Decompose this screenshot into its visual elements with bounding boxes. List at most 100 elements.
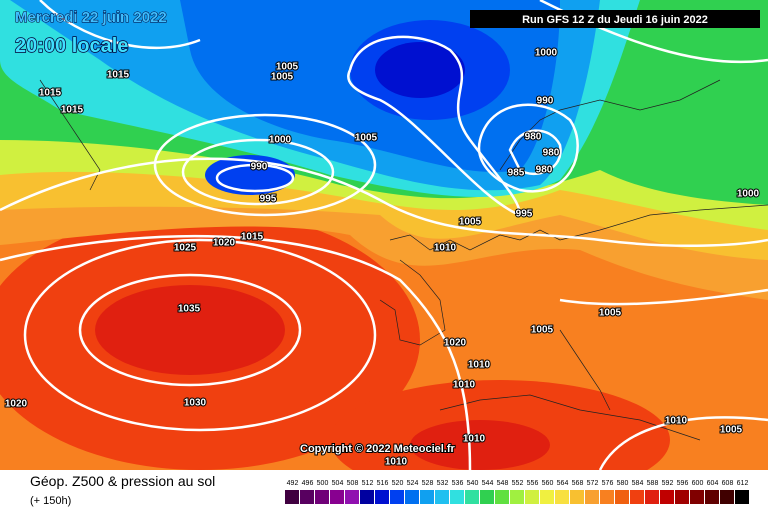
isobar-label: 1005: [276, 62, 299, 73]
legend-cell: [330, 490, 344, 504]
isobar-label: 1005: [531, 325, 554, 336]
legend-cell: [600, 490, 614, 504]
isobar-label: 1020: [213, 238, 236, 249]
legend-cell: [735, 490, 749, 504]
valid-time: 20:00 locale: [15, 35, 128, 57]
legend-cell: [525, 490, 539, 504]
isobar-label: 985: [508, 168, 525, 179]
valid-date: Mercredi 22 juin 2022: [15, 9, 167, 26]
legend-label: 580: [617, 480, 629, 487]
legend-cell: [660, 490, 674, 504]
legend-label: 512: [362, 480, 374, 487]
isobar-label: 980: [543, 148, 560, 159]
isobar-label: 1030: [184, 398, 207, 409]
isobar-label: 1035: [178, 304, 201, 315]
legend-cell: [315, 490, 329, 504]
footer-lead: (+ 150h): [30, 495, 71, 507]
legend-cell: [465, 490, 479, 504]
isobar-label: 1010: [468, 360, 491, 371]
legend-label: 524: [407, 480, 419, 487]
legend-label: 508: [347, 480, 359, 487]
isobars: [0, 0, 768, 471]
isobar-label: 1010: [665, 416, 688, 427]
legend-cell: [360, 490, 374, 504]
legend-label: 504: [332, 480, 344, 487]
legend-label: 588: [647, 480, 659, 487]
legend-label: 540: [467, 480, 479, 487]
coastlines: [39, 79, 768, 441]
legend-cell: [585, 490, 599, 504]
legend-label: 544: [482, 480, 494, 487]
legend-label: 584: [632, 480, 644, 487]
legend-label: 572: [587, 480, 599, 487]
isobar-label: 980: [525, 132, 542, 143]
legend-label: 612: [737, 480, 749, 487]
run-info: Run GFS 12 Z du Jeudi 16 juin 2022: [522, 14, 708, 26]
isobar-label: 1005: [720, 425, 743, 436]
legend-cell: [390, 490, 404, 504]
legend-label: 516: [377, 480, 389, 487]
isobar-label: 980: [536, 165, 553, 176]
isobar-label: 1015: [107, 70, 130, 81]
isobar-label: 1015: [61, 105, 84, 116]
isobar-label: 1015: [39, 88, 62, 99]
isobar-label: 1010: [385, 457, 408, 468]
legend-cell: [675, 490, 689, 504]
legend-label: 592: [662, 480, 674, 487]
legend-label: 564: [557, 480, 569, 487]
isobar-label: 1000: [737, 189, 760, 200]
color-legend: 492 496 500 504 508 512 516 520 524 528 532 536 540 5…: [285, 480, 749, 504]
legend-cell: [540, 490, 554, 504]
isobar-label: 1000: [269, 135, 292, 146]
isobar-label: 1010: [463, 434, 486, 445]
isobar-label: 1025: [174, 243, 197, 254]
legend-cell: [405, 490, 419, 504]
legend-cell: [300, 490, 314, 504]
legend-cell: [480, 490, 494, 504]
legend-cell: [690, 490, 704, 504]
legend-cell: [420, 490, 434, 504]
legend-label: 556: [527, 480, 539, 487]
legend-cell: [450, 490, 464, 504]
legend-cell: [555, 490, 569, 504]
isobar-label: 1005: [459, 217, 482, 228]
legend-cell: [630, 490, 644, 504]
legend-cell: [615, 490, 629, 504]
footer-title: Géop. Z500 & pression au sol: [30, 473, 215, 489]
legend-cell: [720, 490, 734, 504]
legend-label: 600: [692, 480, 704, 487]
legend-label: 608: [722, 480, 734, 487]
legend-label: 552: [512, 480, 524, 487]
legend-cell: [345, 490, 359, 504]
isobar-label: 1010: [453, 380, 476, 391]
isobar-label: 1015: [241, 232, 264, 243]
legend-cell: [510, 490, 524, 504]
legend-label: 492: [287, 480, 299, 487]
legend-cell: [495, 490, 509, 504]
legend-label: 548: [497, 480, 509, 487]
isobar-label: 990: [251, 162, 268, 173]
legend-label: 520: [392, 480, 404, 487]
legend-label: 532: [437, 480, 449, 487]
isobar-label: 1005: [271, 72, 294, 83]
isobar-label: 1000: [535, 48, 558, 59]
isobar-label: 995: [260, 194, 277, 205]
isobar-label: 1010: [434, 243, 457, 254]
isobar-labels: 1015101510151005100510051000990995100099…: [4, 47, 761, 469]
isobar-label: 995: [516, 209, 533, 220]
legend-label: 500: [317, 480, 329, 487]
run-box: [470, 10, 760, 28]
legend-label: 596: [677, 480, 689, 487]
legend-label: 496: [302, 480, 314, 487]
legend-cell: [645, 490, 659, 504]
isobar-label: 990: [537, 96, 554, 107]
isobar-label: 1020: [444, 338, 467, 349]
legend-cell: [570, 490, 584, 504]
legend-cell: [375, 490, 389, 504]
legend-label: 576: [602, 480, 614, 487]
copyright: Copyright © 2022 Meteociel.fr: [300, 443, 456, 455]
isobar-label: 1020: [5, 399, 28, 410]
legend-label: 528: [422, 480, 434, 487]
legend-label: 568: [572, 480, 584, 487]
